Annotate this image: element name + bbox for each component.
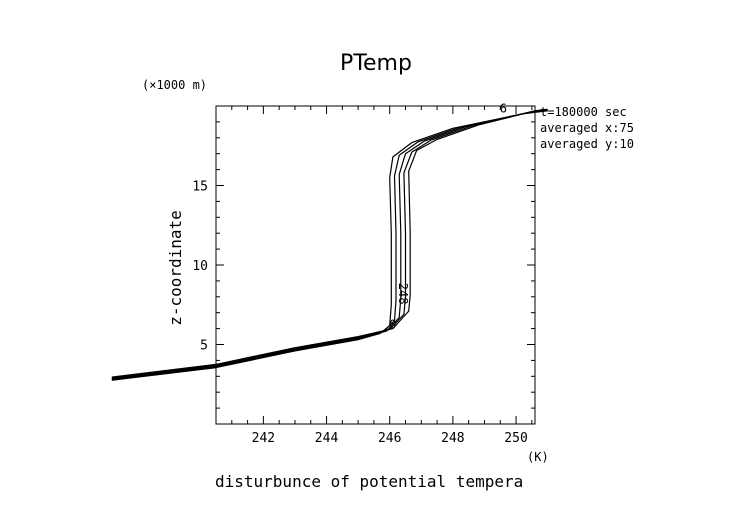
x-tick-label: 244 [315,431,339,446]
x-unit-label: (K) [527,450,549,464]
series-line-4 [111,108,548,379]
x-axis-label: disturbunce of potential tempera [215,472,523,491]
annotation-avg-x: averaged x:75 [540,121,634,135]
annotation-time: t=180000 sec [540,105,627,119]
x-tick-label: 250 [504,431,527,446]
chart-title: PTemp [340,51,412,76]
plot-frame [215,105,536,425]
series-line-3 [111,109,548,380]
curve-label: 6 [500,101,507,115]
x-tick-label: 246 [378,431,401,446]
curve-label: 0 [389,318,396,332]
tick-layer: 242 244 246 248 250 5 10 15 [192,106,535,446]
y-tick-label: 5 [200,339,208,354]
series-line-1 [111,110,548,381]
y-unit-label: (×1000 m) [142,78,207,92]
series-layer [111,108,548,381]
x-tick-label: 248 [441,431,464,446]
series-line-2 [111,109,548,381]
series-line-5 [111,108,548,378]
curve-label: 248 [396,283,410,305]
y-tick-label: 10 [192,259,208,274]
y-axis-label: z-coordinate [166,210,185,326]
x-tick-label: 242 [252,431,275,446]
y-tick-label: 15 [192,180,208,195]
annotation-avg-y: averaged y:10 [540,137,634,151]
